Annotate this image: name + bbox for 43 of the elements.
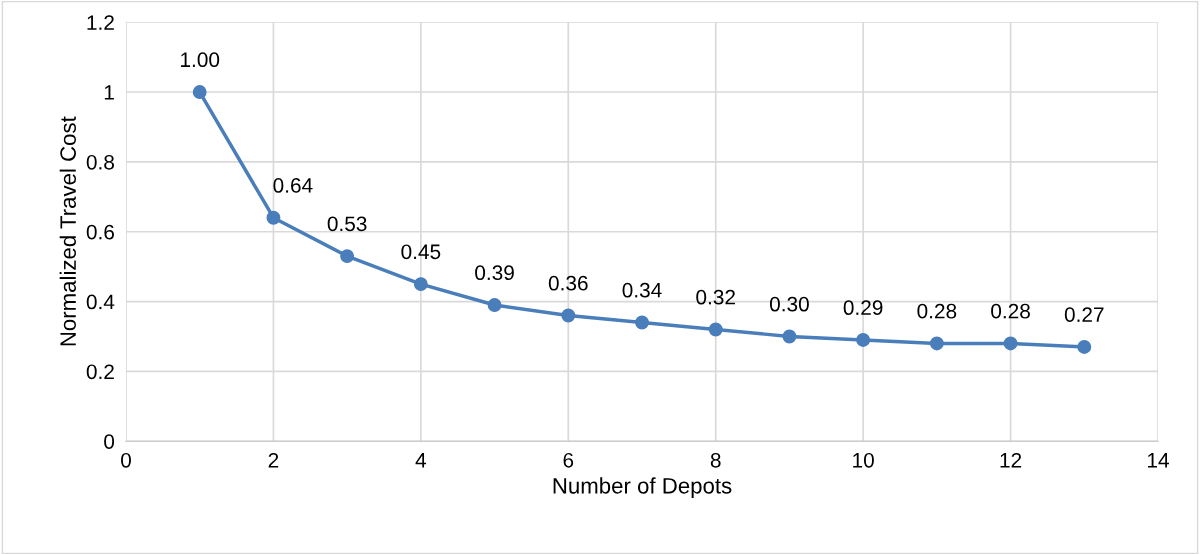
point [708, 322, 723, 337]
data-label: 0.53 [327, 216, 367, 232]
y-axis-title: Normalized Travel Cost [59, 116, 76, 346]
data-label: 0.30 [769, 296, 809, 312]
x-tick-label: 2 [268, 452, 279, 468]
x-tick-label: 10 [853, 452, 874, 468]
data-label: 0.32 [696, 289, 735, 305]
data-label: 0.27 [1064, 307, 1104, 322]
y-tick-label: 0 [104, 434, 115, 449]
x-axis-title: Number of Depots [553, 477, 732, 499]
y-tick-label: 0.4 [86, 294, 115, 310]
point [340, 249, 355, 264]
y-tick-label: 0.6 [86, 224, 114, 240]
data-label: 0.45 [401, 244, 441, 260]
point [1003, 336, 1018, 351]
data-label: 0.39 [475, 265, 514, 281]
x-tick-label: 6 [563, 452, 574, 468]
data-label: 0.64 [273, 178, 313, 193]
point [413, 277, 428, 292]
point [266, 210, 281, 225]
data-label: 0.29 [843, 300, 883, 316]
data-label: 1.00 [181, 52, 220, 68]
point [929, 336, 944, 351]
data-label: 0.34 [622, 282, 662, 298]
point [487, 298, 502, 312]
point [192, 85, 207, 99]
x-tick-label: 12 [1000, 452, 1022, 468]
y-tick-label: 0.8 [86, 154, 114, 170]
point [782, 329, 797, 344]
point [635, 315, 649, 330]
point [561, 308, 576, 323]
y-tick-label: 1 [104, 85, 114, 100]
x-tick-label: 4 [415, 453, 427, 468]
x-tick-label: 8 [710, 452, 721, 468]
x-tick-label: 14 [1148, 453, 1169, 468]
y-tick-label: 1.2 [87, 15, 114, 30]
data-label: 0.28 [991, 303, 1030, 319]
point [856, 333, 871, 347]
y-tick-label: 0.2 [86, 364, 114, 380]
point [1077, 339, 1092, 354]
data-label: 0.36 [548, 275, 588, 291]
x-tick-label: 0 [121, 452, 131, 468]
data-label: 0.28 [917, 303, 957, 319]
